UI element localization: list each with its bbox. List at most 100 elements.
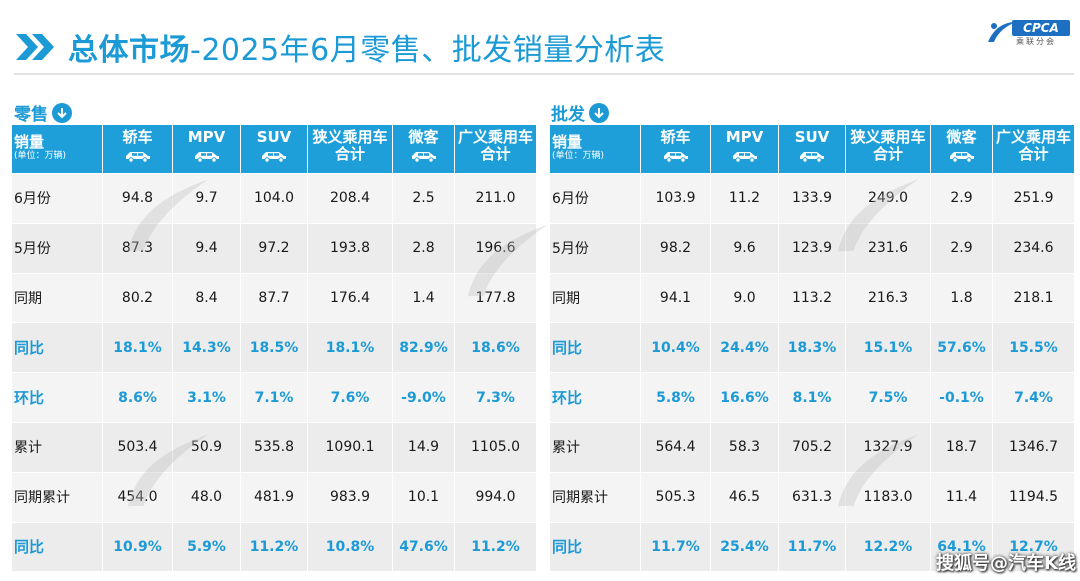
row-label: 同比 xyxy=(11,322,103,374)
source-watermark: 搜狐号@汽车K线 xyxy=(936,553,1076,574)
car-icon xyxy=(411,152,436,163)
car-icon xyxy=(732,152,757,163)
cpca-swoosh-icon xyxy=(988,22,1016,42)
table-cell: 176.4 xyxy=(307,272,393,324)
table-cell: 11.2 xyxy=(710,173,779,224)
table-cell: 133.9 xyxy=(778,173,846,224)
table-cell: 14.3% xyxy=(172,322,241,374)
table-cell: 1.4 xyxy=(392,272,455,324)
table-cell: 24.4% xyxy=(710,322,779,374)
row-label: 5月份 xyxy=(11,222,103,274)
header-cell-sales: 销量 (单位：万辆) xyxy=(549,124,641,174)
table-cell: 10.4% xyxy=(640,322,711,374)
table-cell: 97.2 xyxy=(240,222,308,274)
table-cell: 2.9 xyxy=(930,173,993,224)
table-cell: -9.0% xyxy=(392,372,455,423)
table-cell: 104.0 xyxy=(240,173,308,224)
table-cell: 7.4% xyxy=(992,372,1075,423)
table-cell: 2.8 xyxy=(392,222,455,274)
table-cell: 123.9 xyxy=(778,222,846,274)
table-cell: 2.9 xyxy=(930,222,993,274)
header-label: MPV xyxy=(725,128,764,146)
table-cell: 103.9 xyxy=(640,173,711,224)
table-row: 同比 11.7% 25.4% 11.7% 12.2% 64.1% 12.7% xyxy=(549,521,1075,573)
table-cell: 1090.1 xyxy=(307,421,393,473)
header-label: 轿车 xyxy=(660,128,691,146)
table-row: 环比 5.8% 16.6% 8.1% 7.5% -0.1% 7.4% xyxy=(549,372,1075,423)
row-label: 同期 xyxy=(11,272,103,324)
header-label: 合计 xyxy=(1018,145,1049,163)
header-cell: SUV xyxy=(778,124,846,174)
header-cell: 广义乘用车 合计 xyxy=(992,124,1075,174)
table-cell: 48.0 xyxy=(172,471,241,523)
header-cell: 狭义乘用车 合计 xyxy=(845,124,931,174)
table-cell: -0.1% xyxy=(930,372,993,423)
header-label: SUV xyxy=(794,128,830,146)
row-label: 环比 xyxy=(549,372,641,423)
table-cell: 7.5% xyxy=(845,372,931,423)
car-icon xyxy=(663,152,688,163)
table-row: 同期累计 454.0 48.0 481.9 983.9 10.1 994.0 xyxy=(11,471,537,523)
table-cell: 7.3% xyxy=(454,372,537,423)
row-label: 累计 xyxy=(11,421,103,473)
row-label: 同期累计 xyxy=(11,471,103,523)
header-label: MPV xyxy=(187,128,226,146)
header-label: SUV xyxy=(256,128,292,146)
table-cell: 11.7% xyxy=(640,521,711,573)
table-cell: 87.3 xyxy=(102,222,173,274)
header-label: 合计 xyxy=(480,145,511,163)
table-cell: 8.4 xyxy=(172,272,241,324)
table-row: 同比 10.9% 5.9% 11.2% 10.8% 47.6% 11.2% xyxy=(11,521,537,573)
table-cell: 18.6% xyxy=(454,322,537,374)
table-cell: 80.2 xyxy=(102,272,173,324)
table-row: 累计 564.4 58.3 705.2 1327.9 18.7 1346.7 xyxy=(549,421,1075,473)
table-cell: 16.6% xyxy=(710,372,779,423)
wholesale-title: 批发 xyxy=(551,105,585,125)
table-cell: 87.7 xyxy=(240,272,308,324)
table-cell: 211.0 xyxy=(454,173,537,224)
header-label: 合计 xyxy=(334,145,365,163)
header-cell: 广义乘用车 合计 xyxy=(454,124,537,174)
row-label: 环比 xyxy=(11,372,103,423)
header-unit: (单位：万辆) xyxy=(552,151,605,161)
table-cell: 9.0 xyxy=(710,272,779,324)
table-cell: 251.9 xyxy=(992,173,1075,224)
table-row: 同比 18.1% 14.3% 18.5% 18.1% 82.9% 18.6% xyxy=(11,322,537,374)
table-cell: 193.8 xyxy=(307,222,393,274)
table-row: 同比 10.4% 24.4% 18.3% 15.1% 57.6% 15.5% xyxy=(549,322,1075,374)
table-cell: 47.6% xyxy=(392,521,455,573)
table-cell: 18.1% xyxy=(307,322,393,374)
header-cell-sales: 销量 (单位：万辆) xyxy=(11,124,103,174)
row-label: 同比 xyxy=(549,521,641,573)
table-cell: 18.7 xyxy=(930,421,993,473)
table-cell: 5.9% xyxy=(172,521,241,573)
header-label: 广义乘用车 xyxy=(457,128,533,146)
page-title-rest: -2025年6月零售、批发销量分析表 xyxy=(190,33,666,68)
table-cell: 46.5 xyxy=(710,471,779,523)
table-cell: 454.0 xyxy=(102,471,173,523)
table-cell: 25.4% xyxy=(710,521,779,573)
header-cell: 微客 xyxy=(930,124,993,174)
row-label: 同期 xyxy=(549,272,641,324)
car-icon xyxy=(125,152,150,163)
table-cell: 8.1% xyxy=(778,372,846,423)
header-cell: 轿车 xyxy=(102,124,173,174)
table-row: 同期 80.2 8.4 87.7 176.4 1.4 177.8 xyxy=(11,272,537,324)
header-cell: 微客 xyxy=(392,124,455,174)
header-cell: SUV xyxy=(240,124,308,174)
cpca-logo: CPCA 乘联分会 xyxy=(982,18,1074,48)
table-cell: 64.1% xyxy=(930,521,993,573)
table-cell: 208.4 xyxy=(307,173,393,224)
table-cell: 535.8 xyxy=(240,421,308,473)
table-cell: 18.3% xyxy=(778,322,846,374)
table-cell: 1.8 xyxy=(930,272,993,324)
car-icon xyxy=(949,152,974,163)
table-cell: 1327.9 xyxy=(845,421,931,473)
table-cell: 11.7% xyxy=(778,521,846,573)
header-cell: MPV xyxy=(172,124,241,174)
table-cell: 234.6 xyxy=(992,222,1075,274)
table-cell: 1105.0 xyxy=(454,421,537,473)
header-label: 狭义乘用车 xyxy=(850,128,926,146)
table-cell: 18.5% xyxy=(240,322,308,374)
table-cell: 564.4 xyxy=(640,421,711,473)
